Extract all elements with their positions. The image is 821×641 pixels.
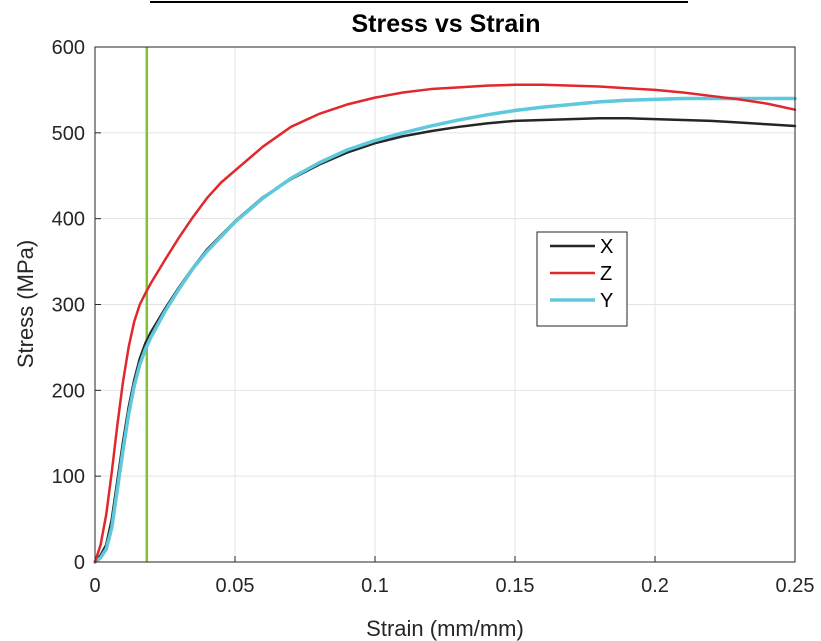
y-tick-label-3: 300	[52, 295, 85, 317]
series-line-y	[93, 96, 797, 564]
x-tick-label-4: 0.2	[641, 575, 669, 597]
legend-box	[536, 231, 628, 327]
x-tick-label-3: 0.15	[496, 575, 535, 597]
y-tick-label-2: 200	[52, 380, 85, 402]
series-layer	[93, 83, 797, 564]
x-tick-label-2: 0.1	[361, 575, 389, 597]
legend-label-z: Z	[600, 263, 612, 285]
ticks: 0 0.05 0.1 0.15 0.2 0.25 0 100 200 300 400 500 600	[52, 37, 815, 597]
x-tick-label-0: 0	[89, 575, 100, 597]
y-tick-label-5: 500	[52, 123, 85, 145]
legend: XZY	[536, 231, 628, 327]
y-axis-label: Stress (MPa)	[13, 240, 38, 368]
y-tick-label-0: 0	[74, 552, 85, 574]
x-axis-label: Strain (mm/mm)	[366, 616, 524, 641]
x-tick-label-1: 0.05	[216, 575, 255, 597]
y-tick-label-1: 100	[52, 466, 85, 488]
series-line-z	[93, 83, 797, 564]
legend-label-y: Y	[600, 290, 613, 312]
x-tick-label-5: 0.25	[776, 575, 815, 597]
y-tick-label-6: 600	[52, 37, 85, 59]
chart-title: Stress vs Strain	[352, 10, 541, 38]
y-tick-label-4: 400	[52, 209, 85, 231]
legend-items: XZY	[550, 236, 613, 312]
legend-label-x: X	[600, 236, 613, 258]
